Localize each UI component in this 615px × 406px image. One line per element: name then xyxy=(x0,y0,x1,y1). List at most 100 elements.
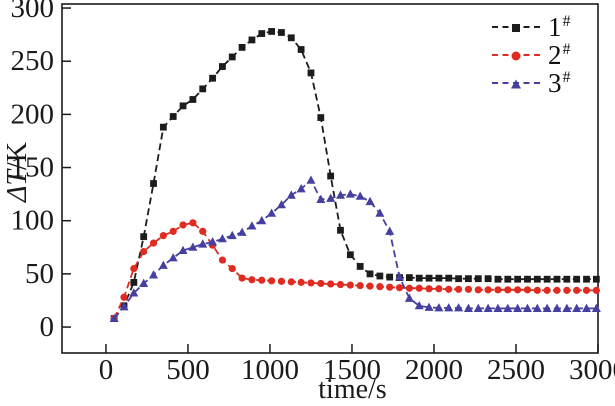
circle-marker-icon xyxy=(297,278,305,286)
circle-marker-icon xyxy=(445,285,453,293)
square-marker-icon xyxy=(445,274,453,282)
circle-marker-icon xyxy=(189,219,197,227)
triangle-marker-icon xyxy=(503,303,513,312)
triangle-marker-icon xyxy=(365,196,375,206)
x-axis-title: time/s xyxy=(0,374,615,406)
circle-marker-icon xyxy=(415,284,423,292)
square-marker-icon xyxy=(376,272,384,280)
y-axis-title: ΔT/K xyxy=(2,92,34,252)
circle-marker-icon xyxy=(120,293,128,301)
circle-marker-icon xyxy=(386,283,394,291)
circle-marker-icon xyxy=(218,256,227,264)
series-line-2# xyxy=(113,221,597,319)
circle-marker-icon xyxy=(149,239,158,247)
y-tick-label: 150 xyxy=(11,152,55,184)
square-marker-icon xyxy=(415,274,423,282)
square-marker-icon xyxy=(179,102,187,110)
circle-marker-icon xyxy=(494,286,502,294)
legend-label-2: 2# xyxy=(548,39,571,70)
square-marker-icon xyxy=(258,30,266,37)
square-marker-icon xyxy=(130,278,138,286)
triangle-marker-icon xyxy=(395,272,405,281)
triangle-marker-icon xyxy=(473,303,483,312)
triangle-marker-icon xyxy=(316,194,326,203)
circle-marker-icon xyxy=(317,279,325,288)
triangle-marker-icon xyxy=(296,184,306,193)
triangle-marker-icon xyxy=(493,303,503,312)
square-marker-icon xyxy=(504,275,512,283)
square-marker-icon xyxy=(386,273,394,281)
circle-marker-icon xyxy=(169,227,177,235)
circle-marker-icon xyxy=(405,284,413,292)
triangle-marker-icon xyxy=(109,313,119,323)
square-marker-icon xyxy=(189,96,197,103)
triangle-marker-icon xyxy=(522,303,532,312)
triangle-marker-icon xyxy=(119,302,129,311)
circle-marker-icon xyxy=(327,280,335,288)
circle-marker-icon xyxy=(159,232,167,240)
circle-marker-icon xyxy=(523,286,532,294)
square-marker-icon xyxy=(465,275,472,283)
square-marker-icon xyxy=(455,275,462,283)
circle-marker-icon xyxy=(238,274,246,282)
square-marker-icon xyxy=(484,275,492,283)
circle-marker-icon xyxy=(356,281,364,290)
square-marker-icon xyxy=(405,274,413,282)
triangle-marker-icon xyxy=(257,215,267,225)
triangle-marker-icon xyxy=(198,239,208,248)
square-marker-icon xyxy=(494,275,502,283)
square-marker-icon xyxy=(228,53,236,61)
x-tick-label: 1000 xyxy=(241,354,299,386)
circle-marker-icon xyxy=(511,51,521,61)
series-markers-3# xyxy=(109,175,601,323)
square-marker-icon xyxy=(524,275,531,283)
triangle-marker-icon xyxy=(591,303,601,312)
legend-line-sample-2 xyxy=(492,51,540,61)
triangle-marker-icon xyxy=(542,303,552,312)
triangle-marker-icon xyxy=(454,303,464,312)
circle-marker-icon xyxy=(592,286,600,294)
circle-marker-icon xyxy=(573,286,581,294)
triangle-marker-icon xyxy=(227,230,237,240)
square-marker-icon xyxy=(150,180,157,187)
plot-border xyxy=(61,3,599,354)
square-marker-icon xyxy=(435,274,443,282)
circle-marker-icon xyxy=(504,286,512,294)
square-marker-icon xyxy=(327,172,335,180)
triangle-marker-icon xyxy=(178,245,188,254)
legend-label-1: 1# xyxy=(548,11,571,42)
square-marker-icon xyxy=(209,74,216,82)
legend-item-1: 1# xyxy=(492,13,571,41)
y-axis-title-symbol: ΔT xyxy=(2,170,33,203)
square-marker-icon xyxy=(553,275,561,283)
x-tick-label: 0 xyxy=(99,354,114,386)
series-markers-2# xyxy=(110,219,600,323)
circle-marker-icon xyxy=(336,280,345,289)
y-axis-title-unit: /K xyxy=(2,142,33,170)
triangle-marker-icon xyxy=(217,233,227,243)
triangle-marker-icon xyxy=(129,288,139,297)
square-marker-icon xyxy=(169,113,177,120)
circle-marker-icon xyxy=(514,286,522,294)
legend-label-3: 3# xyxy=(548,67,571,98)
triangle-marker-icon xyxy=(247,221,257,230)
triangle-marker-icon xyxy=(335,190,345,199)
triangle-marker-icon xyxy=(572,303,582,312)
circle-marker-icon xyxy=(277,277,286,285)
triangle-marker-icon xyxy=(532,303,542,312)
circle-marker-icon xyxy=(248,276,256,284)
triangle-marker-icon xyxy=(414,300,424,310)
square-marker-icon xyxy=(563,275,571,283)
square-marker-icon xyxy=(219,63,226,70)
x-tick-label: 1500 xyxy=(323,354,381,386)
legend-item-3: 3# xyxy=(492,69,571,97)
y-tick-label: 50 xyxy=(25,258,54,290)
circle-marker-icon xyxy=(199,227,207,235)
triangle-marker-icon xyxy=(444,303,454,312)
triangle-marker-icon xyxy=(552,303,562,312)
x-tick-label: 2500 xyxy=(487,354,545,386)
circle-marker-icon xyxy=(268,277,276,285)
circle-marker-icon xyxy=(179,221,187,229)
